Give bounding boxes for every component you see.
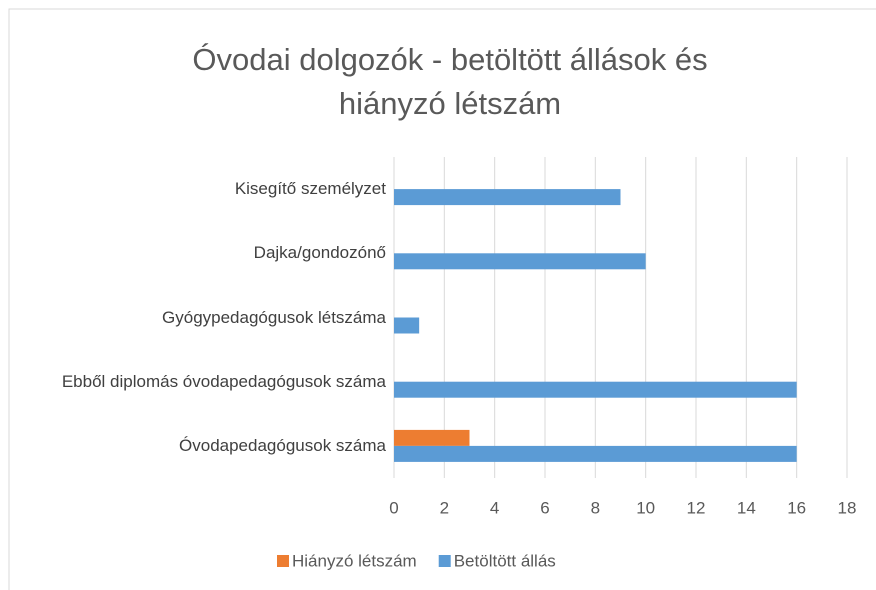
bar <box>394 445 797 462</box>
y-tick-text: Ebből diplomás óvodapedagógusok száma <box>61 371 386 391</box>
y-tick-text: Óvodapedagógusok száma <box>179 435 386 455</box>
chart-title: Óvodai dolgozók - betöltött állások és h… <box>192 42 708 121</box>
y-tick-text: Kisegítő személyzet <box>234 179 386 199</box>
bar <box>394 189 621 206</box>
y-tick-text: Dajka/gondozónő <box>253 243 386 263</box>
y-tick-label: Gyógypedagógusok létszáma <box>6 307 386 329</box>
legend-swatch <box>277 555 289 567</box>
bar <box>394 381 797 398</box>
x-tick-label: 10 <box>636 498 655 517</box>
legend-swatch <box>438 555 451 567</box>
x-tick-label: 14 <box>737 498 756 517</box>
legend-label: Betöltött állás <box>454 551 556 570</box>
y-tick-label: Kisegítő személyzet <box>6 178 386 200</box>
x-tick-label: 4 <box>490 498 499 517</box>
x-tick-label: 2 <box>440 498 449 517</box>
bar <box>394 429 470 446</box>
y-tick-label: Ebből diplomás óvodapedagógusok száma <box>6 371 386 393</box>
y-tick-label: Dajka/gondozónő <box>6 242 386 264</box>
x-tick-label: 8 <box>591 498 600 517</box>
x-tick-label: 18 <box>838 498 857 517</box>
legend-label: Hiányzó létszám <box>292 551 417 570</box>
x-tick-label: 0 <box>389 498 398 517</box>
x-tick-label: 12 <box>687 498 706 517</box>
bar <box>394 253 646 270</box>
chart-border <box>8 8 876 590</box>
bar <box>394 317 420 334</box>
x-tick-label: 16 <box>787 498 806 517</box>
x-tick-label: 6 <box>540 498 549 517</box>
y-tick-text: Gyógypedagógusok létszáma <box>162 307 386 327</box>
y-tick-label: Óvodapedagógusok száma <box>6 435 386 457</box>
